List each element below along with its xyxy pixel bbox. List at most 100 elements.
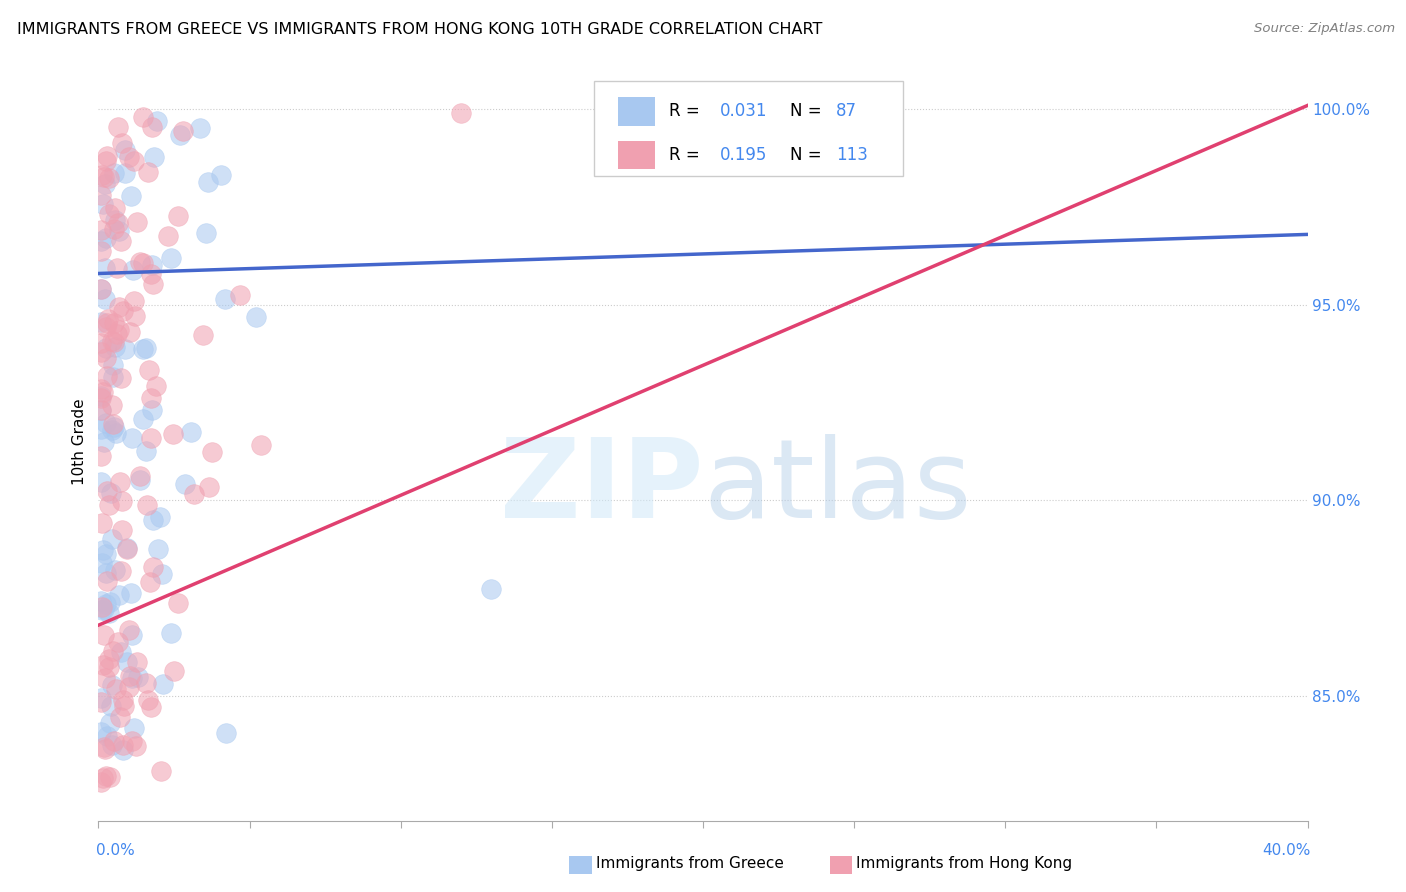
Point [149, 510, 172, 524]
Point [115, 541, 138, 555]
Point [90, 403, 112, 417]
Point [138, 363, 160, 377]
Point [132, 110, 155, 124]
Text: 0.195: 0.195 [720, 146, 768, 164]
Point [136, 498, 159, 512]
Point [101, 369, 124, 384]
Point [96, 149, 118, 163]
Point [103, 733, 125, 747]
Point [103, 316, 125, 330]
Point [127, 670, 149, 684]
Point [139, 431, 162, 445]
Point [138, 575, 160, 590]
Point [152, 676, 174, 690]
Point [197, 480, 219, 494]
Point [98, 715, 121, 730]
Point [135, 444, 157, 458]
Point [209, 168, 232, 182]
Point [101, 358, 124, 372]
Point [94, 341, 117, 355]
Point [98, 171, 121, 186]
Point [104, 340, 127, 354]
Point [91, 603, 114, 617]
Point [90, 403, 112, 417]
Point [90, 234, 112, 248]
Point [124, 310, 146, 324]
Point [167, 209, 190, 223]
Point [94, 417, 117, 431]
Point [121, 671, 143, 685]
Point [121, 734, 143, 748]
Point [142, 277, 165, 292]
FancyBboxPatch shape [595, 81, 903, 177]
Point [94, 177, 117, 191]
Point [129, 254, 152, 268]
Text: 40.0%: 40.0% [1263, 843, 1310, 858]
Text: 0.031: 0.031 [720, 103, 768, 120]
Point [114, 166, 136, 180]
Point [90, 168, 112, 182]
Text: N =: N = [790, 146, 827, 164]
Point [118, 680, 141, 694]
Point [118, 669, 141, 683]
Point [118, 325, 141, 339]
Point [143, 150, 166, 164]
Point [108, 323, 131, 337]
Point [93, 435, 115, 450]
Point [96, 484, 118, 499]
Point [98, 607, 121, 621]
Point [90, 516, 112, 530]
Point [93, 771, 115, 785]
Point [100, 699, 122, 714]
Point [115, 541, 138, 556]
Point [148, 542, 170, 557]
Point [136, 693, 159, 707]
Point [188, 120, 211, 135]
Point [91, 657, 114, 672]
Text: 87: 87 [837, 103, 858, 120]
Point [96, 597, 118, 611]
Point [115, 655, 138, 669]
Point [93, 169, 115, 184]
Point [180, 425, 202, 440]
Point [90, 389, 112, 403]
Point [94, 741, 117, 756]
Point [100, 678, 122, 692]
Point [104, 202, 127, 216]
Point [121, 263, 143, 277]
Point [121, 431, 143, 445]
Point [111, 136, 134, 150]
Point [91, 197, 114, 211]
Point [159, 625, 181, 640]
Point [93, 261, 115, 276]
Point [94, 548, 117, 562]
Point [142, 560, 165, 574]
Point [98, 207, 121, 221]
Point [93, 602, 115, 616]
Text: Immigrants from Hong Kong: Immigrants from Hong Kong [856, 856, 1073, 871]
Point [105, 260, 128, 275]
Point [125, 739, 148, 753]
Point [90, 391, 112, 405]
Point [107, 216, 129, 230]
Point [250, 438, 273, 452]
Point [152, 567, 174, 582]
Point [114, 342, 136, 356]
Point [118, 150, 141, 164]
Point [156, 229, 179, 244]
Point [132, 342, 155, 356]
Point [103, 222, 125, 236]
Point [108, 588, 131, 602]
Text: R =: R = [669, 103, 706, 120]
Point [111, 493, 134, 508]
Point [141, 699, 163, 714]
Point [100, 334, 122, 348]
Point [128, 468, 150, 483]
Point [145, 379, 167, 393]
Point [135, 341, 157, 355]
Point [141, 267, 163, 281]
Point [108, 224, 131, 238]
Point [150, 764, 173, 778]
Point [172, 124, 194, 138]
Point [107, 120, 129, 134]
